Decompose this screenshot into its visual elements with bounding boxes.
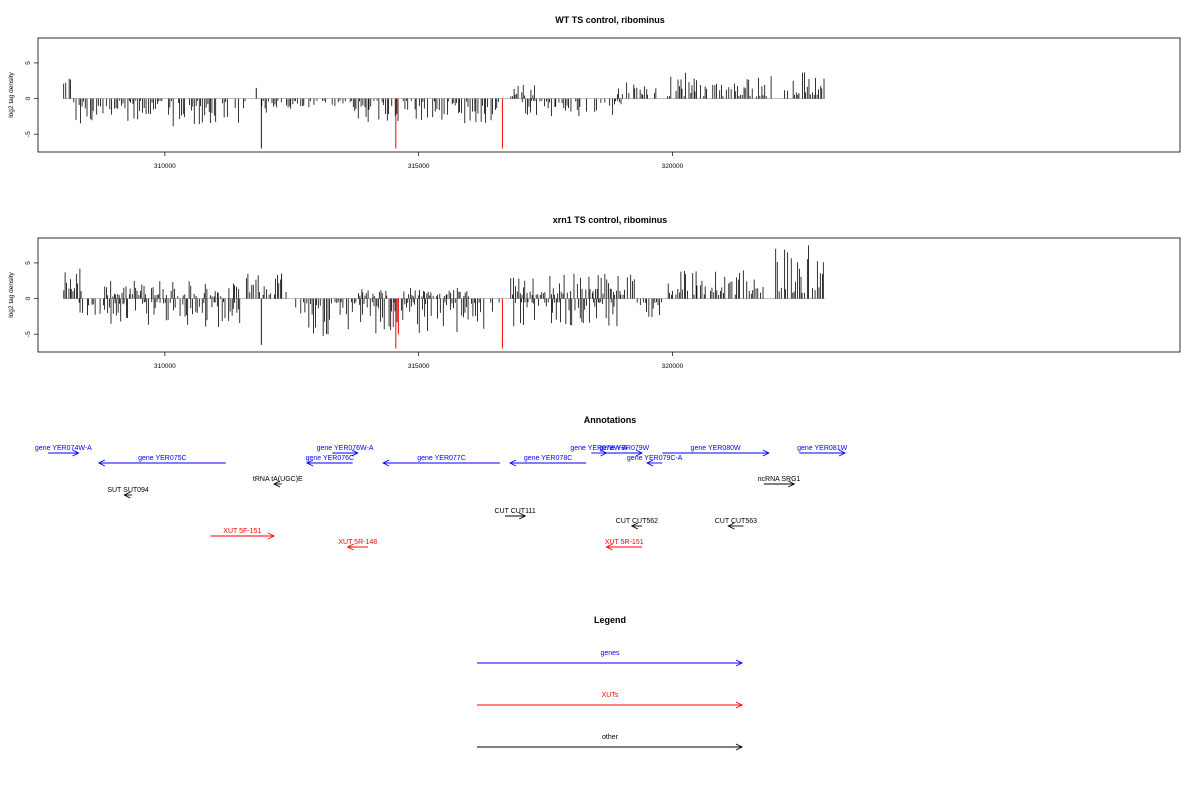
annotation-feature: XUT 5R-148 (338, 539, 377, 551)
feature-label: gene YER078W-A (570, 445, 627, 452)
x-tick-label: 315000 (408, 363, 430, 370)
feature-arrow-head (838, 449, 847, 457)
x-tick-labels-wt: 310000 315000 320000 (154, 163, 684, 170)
feature-arrow-head (630, 522, 639, 530)
annotation-feature: gene YER076W-A (317, 445, 374, 457)
annotation-feature: CUT CUT111 (494, 508, 536, 520)
annotation-feature: gene YER074W-A (35, 445, 92, 457)
x-tick-label: 310000 (154, 363, 176, 370)
panel-xrn1: xrn1 TS control, ribominus log2 tag dens… (8, 215, 1181, 370)
legend-arrow-head (735, 659, 744, 667)
y-tick-label: 0 (25, 296, 32, 300)
annotation-feature: XUT 5R-151 (605, 539, 644, 551)
feature-arrow-head (305, 459, 314, 467)
feature-arrow-head (762, 449, 770, 457)
legend: genes XUTs other (477, 650, 744, 751)
feature-label: CUT CUT111 (494, 508, 535, 515)
annotation-feature: gene YER078C (509, 455, 587, 467)
feature-label: CUT CUT563 (715, 518, 757, 525)
legend-label: genes (600, 650, 620, 657)
annotation-track: gene YER074W-A gene YER075C gene YER076W-A… (35, 445, 848, 551)
y-tick-labels-wt: -5 0 5 (25, 61, 32, 137)
feature-arrow-head (727, 522, 735, 530)
feature-label: gene YER081W (797, 445, 847, 452)
feature-label: gene YER079C-A (627, 455, 683, 462)
legend-item: other (477, 734, 744, 751)
feature-label: gene YER079W (599, 445, 649, 452)
legend-label: XUTs (602, 692, 619, 699)
feature-label: gene YER076W-A (317, 445, 374, 452)
y-tick-label: -5 (25, 331, 32, 337)
annotation-feature: SUT SUT094 (107, 487, 149, 499)
legend-label: other (602, 734, 619, 741)
feature-label: XUT 5R-148 (338, 539, 377, 546)
annotation-feature: gene YER077C (382, 455, 500, 467)
x-tick-label: 310000 (154, 163, 176, 170)
plot-frame (37, 37, 1181, 153)
feature-label: tRNA tA(UGC)E (253, 476, 303, 483)
feature-arrow-head (635, 449, 643, 457)
y-tick-label: 0 (25, 96, 32, 100)
annotation-feature: gene YER075C (97, 455, 226, 467)
legend-item: XUTs (477, 692, 744, 709)
annotation-feature: CUT CUT563 (715, 518, 757, 530)
feature-label: XUT 5F-151 (223, 528, 261, 535)
annotation-feature: gene YER079W (599, 445, 650, 457)
y-tick-label: -5 (25, 131, 32, 137)
feature-label: gene YER075C (138, 455, 187, 462)
legend-arrow-head (735, 701, 744, 709)
x-tick-labels-xrn1: 310000 315000 320000 (154, 363, 684, 370)
feature-label: gene YER076C (306, 455, 355, 462)
y-axis-label-wt: log2 tag density (8, 71, 15, 117)
annotation-feature: ncRNA SRG1 (758, 476, 801, 488)
feature-label: SUT SUT094 (107, 487, 149, 494)
feature-arrow-head (351, 449, 359, 457)
y-tick-labels-xrn1: -5 0 5 (25, 261, 32, 337)
annotation-feature: CUT CUT562 (616, 518, 658, 530)
feature-arrow-head (788, 480, 796, 488)
feature-label: gene YER078C (524, 455, 573, 462)
feature-label: gene YER077C (417, 455, 466, 462)
y-tick-label: 5 (25, 261, 32, 265)
feature-label: gene YER080W (691, 445, 741, 452)
feature-arrow-head (123, 491, 131, 499)
feature-arrow-head (346, 543, 354, 551)
feature-arrow-head (646, 459, 654, 467)
feature-arrow-head (519, 512, 527, 520)
feature-arrow-head (72, 449, 80, 457)
plot-frame (37, 237, 1181, 353)
feature-label: XUT 5R-151 (605, 539, 644, 546)
y-tick-label: 5 (25, 61, 32, 65)
annotation-feature: gene YER080W (662, 445, 770, 457)
bars-xrn1 (34, 237, 1181, 356)
x-tick-label: 320000 (662, 163, 684, 170)
feature-arrow-head (97, 459, 106, 467)
x-tick-label: 320000 (662, 363, 684, 370)
feature-label: CUT CUT562 (616, 518, 658, 525)
legend-title: Legend (594, 615, 626, 625)
annotations-title: Annotations (584, 415, 637, 425)
x-tick-label: 315000 (408, 163, 430, 170)
feature-label: ncRNA SRG1 (758, 476, 801, 483)
annotation-feature: tRNA tA(UGC)E (253, 476, 303, 488)
feature-arrow-head (382, 459, 390, 467)
feature-arrow-head (605, 543, 613, 551)
legend-arrow-head (735, 743, 744, 751)
annotation-feature: gene YER081W (797, 445, 848, 457)
feature-arrow-head (509, 459, 517, 467)
annotation-feature: gene YER076C (305, 455, 355, 467)
annotation-feature: gene YER079C-A (627, 455, 683, 467)
panel-wt: WT TS control, ribominus log2 tag densit… (8, 15, 1181, 170)
legend-item: genes (477, 650, 744, 667)
annotation-feature: XUT 5F-151 (210, 528, 276, 540)
y-axis-label-xrn1: log2 tag density (8, 271, 15, 317)
panel-title-xrn1: xrn1 TS control, ribominus (553, 215, 668, 225)
bars-wt (34, 37, 1181, 156)
feature-label: gene YER074W-A (35, 445, 92, 452)
feature-arrow-head (267, 532, 276, 540)
feature-arrow-head (273, 480, 281, 488)
panel-title-wt: WT TS control, ribominus (555, 15, 665, 25)
